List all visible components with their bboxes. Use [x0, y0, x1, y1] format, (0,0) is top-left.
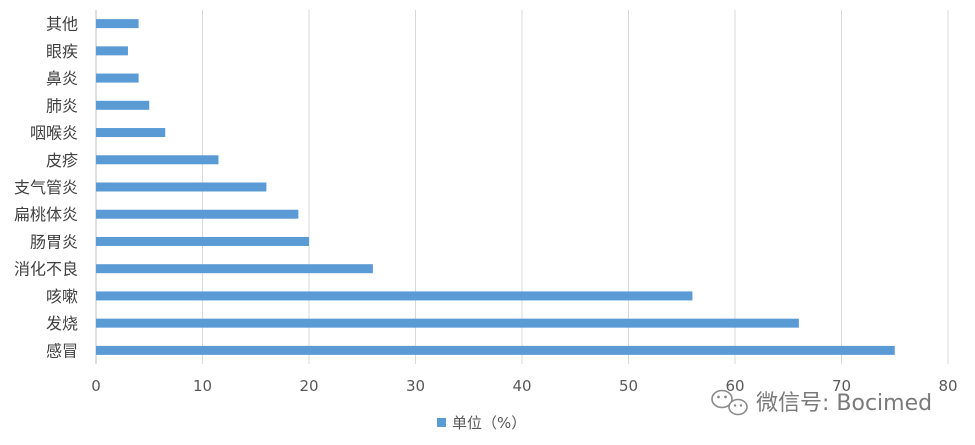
tick-label: 30 [406, 377, 425, 395]
bar [96, 345, 895, 355]
legend-label: 单位（%） [452, 414, 526, 432]
tick-label: 70 [832, 377, 851, 395]
tick-label: 80 [938, 377, 957, 395]
legend: 单位（%） [437, 414, 526, 432]
bar [96, 19, 139, 29]
bar [96, 46, 128, 56]
category-label: 咽喉炎 [30, 124, 78, 143]
tick-label: 50 [619, 377, 638, 395]
bar [96, 155, 219, 165]
bar [96, 236, 309, 246]
category-label: 肠胃炎 [30, 232, 78, 251]
category-labels: 感冒 发烧 咳嗽 消化不良 肠胃炎 扁桃体炎 支气管炎 皮疹 咽喉炎 肺炎 鼻炎 眼疾 其他 [14, 15, 78, 361]
category-label: 其他 [46, 15, 78, 34]
bar [96, 291, 693, 301]
bar [96, 128, 166, 138]
watermark: 微信号: Bocimed [711, 389, 932, 416]
category-label: 鼻炎 [46, 69, 78, 88]
category-label: 肺炎 [46, 96, 78, 115]
category-label: 感冒 [46, 341, 78, 360]
watermark-text: 微信号: Bocimed [756, 391, 932, 416]
category-label: 眼疾 [46, 42, 78, 61]
wechat-icon [711, 389, 748, 416]
bar [96, 318, 799, 328]
tick-label: 0 [91, 377, 101, 395]
tick-label: 60 [725, 377, 744, 395]
tick-labels: 0 10 20 30 40 50 60 70 80 [91, 377, 957, 395]
bar [96, 73, 139, 83]
category-label: 消化不良 [14, 260, 78, 279]
gridlines [202, 10, 949, 364]
tick-label: 20 [299, 377, 318, 395]
category-label: 支气管炎 [14, 178, 78, 197]
bar [96, 100, 150, 110]
bar [96, 264, 373, 274]
bar [96, 182, 267, 192]
category-label: 发烧 [46, 314, 78, 333]
tick-label: 40 [512, 377, 531, 395]
category-label: 咳嗽 [46, 287, 78, 306]
bars [96, 19, 895, 355]
category-label: 扁桃体炎 [14, 205, 78, 224]
bar [96, 209, 299, 219]
legend-swatch [437, 418, 446, 427]
category-label: 皮疹 [46, 151, 78, 170]
tick-label: 10 [193, 377, 212, 395]
